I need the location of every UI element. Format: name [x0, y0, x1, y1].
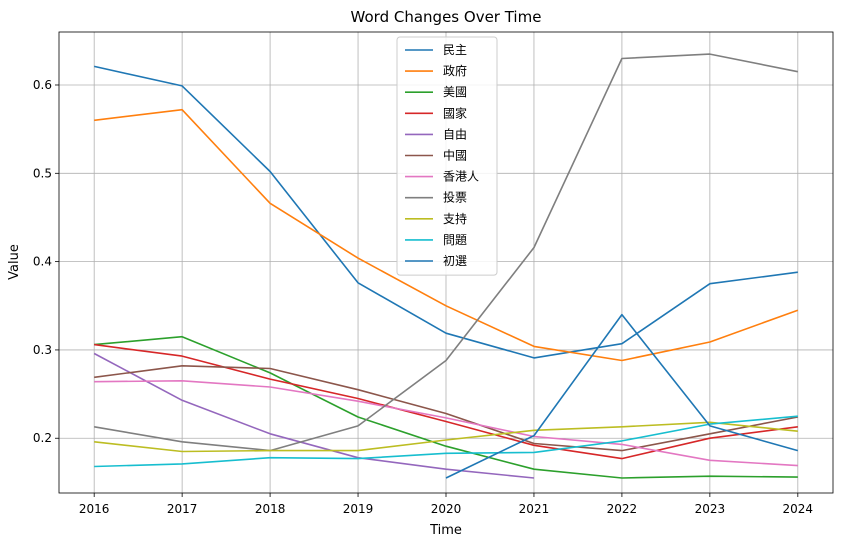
series-line-10	[445, 313, 799, 479]
series-line-8	[94, 421, 798, 453]
legend-label-7: 投票	[443, 190, 467, 205]
legend-label-4: 自由	[443, 127, 467, 141]
y-tick-label: 0.4	[33, 255, 52, 269]
x-tick-label: 2017	[167, 502, 198, 516]
x-tick-label: 2016	[79, 502, 110, 516]
y-axis-ticks: 0.2 0.3 0.4 0.5 0.6	[33, 78, 59, 445]
legend-label-2: 美國	[443, 85, 467, 99]
series-line-9	[94, 415, 798, 468]
legend-label-9: 問題	[443, 233, 467, 247]
series-line-6	[94, 380, 798, 467]
legend-label-6: 香港人	[443, 170, 479, 184]
legend-label-3: 國家	[443, 105, 467, 120]
series-line-2	[94, 335, 798, 479]
series-line-4	[93, 352, 535, 479]
x-tick-label: 2024	[783, 502, 814, 516]
series-lines	[93, 53, 799, 479]
x-tick-label: 2022	[607, 502, 638, 516]
legend-label-10: 初選	[443, 254, 467, 268]
legend-box	[396, 36, 498, 276]
series-line-3	[94, 343, 798, 460]
chart-title: Word Changes Over Time	[351, 8, 542, 26]
legend-label-5: 中國	[443, 148, 467, 163]
legend-label-1: 政府	[443, 63, 467, 78]
x-tick-label: 2018	[255, 502, 286, 516]
series-line-5	[94, 365, 798, 452]
x-tick-label: 2023	[695, 502, 726, 516]
x-tick-label: 2019	[343, 502, 374, 516]
legend-label-0: 民主	[443, 43, 467, 57]
series-line-0	[94, 65, 798, 359]
x-axis-label: Time	[429, 523, 462, 538]
y-axis-label: Value	[7, 244, 22, 280]
y-tick-label: 0.5	[33, 166, 52, 180]
x-tick-label: 2020	[431, 502, 462, 516]
series-line-1	[94, 108, 799, 362]
x-axis-ticks: 2016 2017 2018 2019 2020 2021 2022 2023 2024	[79, 493, 813, 516]
y-tick-label: 0.2	[33, 431, 52, 445]
x-tick-label: 2021	[519, 502, 550, 516]
y-tick-label: 0.3	[33, 343, 52, 357]
series-line-7	[94, 53, 798, 452]
legend-label-8: 支持	[443, 211, 467, 226]
y-tick-label: 0.6	[33, 78, 52, 92]
